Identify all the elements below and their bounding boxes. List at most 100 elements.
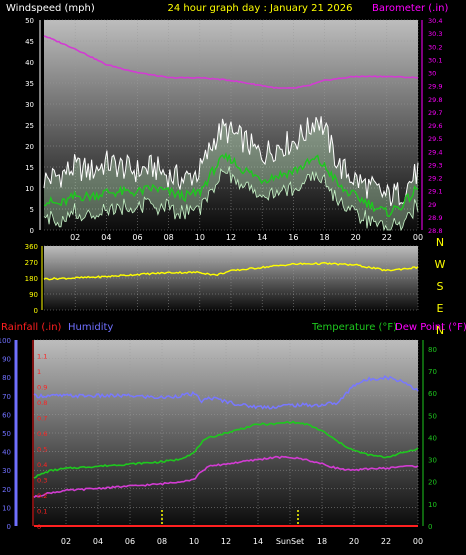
compass-direction-label: E: [437, 302, 444, 315]
wind-baro-grid: [44, 19, 419, 231]
barometer-tick-label: 30.4: [428, 17, 442, 25]
windspeed-tick-label: 50: [25, 17, 34, 25]
wind-x-tick-label: 20: [351, 233, 361, 242]
temp-hum-series: [33, 375, 419, 527]
wind-x-tick-label: 10: [195, 233, 205, 242]
temperature-tick-label: 30: [428, 457, 437, 465]
wind-x-tick-label: 00: [413, 233, 423, 242]
temp-x-tick-label: 04: [93, 537, 103, 546]
temp-x-tick-label: 14: [253, 537, 263, 546]
temp-x-tick-label: SunSet: [276, 537, 304, 546]
direction-series: [43, 261, 419, 281]
wind-x-tick-label: 02: [70, 233, 80, 242]
wind-gust-line: [43, 116, 419, 207]
humidity-tick-label: 50: [2, 430, 11, 438]
temp-x-tick-label: 22: [381, 537, 391, 546]
barometer-tick-label: 29.8: [428, 96, 442, 104]
barometer-tick-label: 28.9: [428, 214, 442, 222]
wind-x-tick-label: 14: [257, 233, 267, 242]
wind-x-tick-label: 04: [101, 233, 111, 242]
wind-x-tick-label: 12: [226, 233, 236, 242]
humidity-tick-label: 40: [2, 449, 11, 457]
wind-x-tick-label: 18: [319, 233, 329, 242]
temp-x-tick-label: 06: [125, 537, 135, 546]
rainfall-tick-label: 0.3: [37, 477, 47, 485]
temperature-tick-label: 60: [428, 390, 437, 398]
temperature-tick-label: 10: [428, 501, 437, 509]
rainfall-tick-label: 0: [37, 523, 41, 531]
barometer-tick-label: 29.9: [428, 83, 442, 91]
dewpoint-line: [33, 455, 419, 499]
wind-range-band: [44, 116, 418, 230]
barometer-tick-label: 29: [428, 201, 436, 209]
windspeed-tick-label: 35: [25, 80, 34, 88]
humidity-tick-label: 80: [2, 374, 11, 382]
temp-x-tick-label: 18: [317, 537, 327, 546]
barometer-line: [43, 35, 419, 89]
rainfall-tick-label: 0.6: [37, 430, 47, 438]
humidity-tick-label: 20: [2, 486, 11, 494]
barometer-tick-label: 30: [428, 70, 436, 78]
barometer-tick-label: 29.5: [428, 135, 442, 143]
humidity-tick-label: 0: [7, 523, 11, 531]
direction-degree-tick-label: 90: [29, 291, 38, 299]
humidity-tick-label: 90: [2, 356, 11, 364]
barometer-tick-label: 29.7: [428, 109, 442, 117]
humidity-tick-label: 100: [0, 337, 11, 345]
temperature-tick-label: 70: [428, 368, 437, 376]
temp-x-tick-label: 10: [189, 537, 199, 546]
barometer-label: Barometer (.in): [372, 3, 448, 14]
temperature-tick-label: 40: [428, 434, 437, 442]
rainfall-tick-label: 0.7: [37, 415, 47, 423]
temp-x-tick-label: 00: [413, 537, 423, 546]
wind-baro-axes: 02 04 06 08 10 12 14 16 18 20 22 000510152025303540…: [25, 17, 442, 242]
temperature-tick-label: 0: [428, 523, 432, 531]
temperature-tick-label: 80: [428, 346, 437, 354]
humidity-line: [33, 375, 419, 410]
rainfall-tick-label: 0.8: [37, 399, 47, 407]
temp-x-tick-label: 08: [157, 537, 167, 546]
direction-degree-tick-label: 180: [25, 275, 38, 283]
windspeed-tick-label: 0: [30, 227, 34, 235]
compass-direction-label: W: [435, 258, 446, 271]
temp-x-tick-label: 02: [61, 537, 71, 546]
compass-direction-label: S: [437, 280, 444, 293]
rainfall-tick-label: 0.4: [37, 461, 47, 469]
temp-x-tick-label: 20: [349, 537, 359, 546]
temp-x-tick-label: 12: [221, 537, 231, 546]
direction-degree-tick-label: 360: [25, 243, 38, 251]
wind-average-line: [44, 152, 419, 218]
barometer-tick-label: 29.6: [428, 122, 442, 130]
wind-x-tick-label: 08: [164, 233, 174, 242]
rainfall-label: Rainfall (.in): [1, 322, 62, 333]
temperature-tick-label: 20: [428, 479, 437, 487]
temp-hum-axes: 02 04 06 08 10 12 14 SunSet 18 20 22 00010203040506…: [0, 337, 437, 546]
windspeed-tick-label: 20: [25, 143, 34, 151]
chart-title: 24 hour graph day : January 21 2026: [168, 3, 353, 14]
temperature-label: Temperature (°F): [311, 322, 397, 333]
rainfall-tick-label: 0.1: [37, 508, 47, 516]
temperature-tick-label: 50: [428, 412, 437, 420]
windspeed-tick-label: 30: [25, 101, 34, 109]
wind-baro-series: [43, 35, 419, 232]
barometer-tick-label: 28.8: [428, 227, 442, 235]
wind-x-tick-label: 16: [288, 233, 298, 242]
rainfall-tick-label: 1: [37, 368, 41, 376]
temperature-line: [33, 420, 419, 479]
wind-direction-line: [43, 261, 419, 281]
humidity-label: Humidity: [68, 322, 113, 333]
direction-degree-tick-label: 270: [25, 259, 38, 267]
direction-degree-tick-label: 0: [34, 307, 38, 315]
humidity-tick-label: 60: [2, 411, 11, 419]
direction-grid: [44, 245, 419, 311]
windspeed-tick-label: 25: [25, 122, 34, 130]
barometer-tick-label: 29.2: [428, 175, 442, 183]
windspeed-tick-label: 40: [25, 59, 34, 67]
barometer-tick-label: 29.1: [428, 188, 442, 196]
wind-x-tick-label: 22: [382, 233, 392, 242]
barometer-tick-label: 29.4: [428, 148, 442, 156]
barometer-tick-label: 30.1: [428, 56, 442, 64]
dewpoint-label: Dew Point (°F): [395, 322, 466, 333]
barometer-tick-label: 30.3: [428, 30, 442, 38]
